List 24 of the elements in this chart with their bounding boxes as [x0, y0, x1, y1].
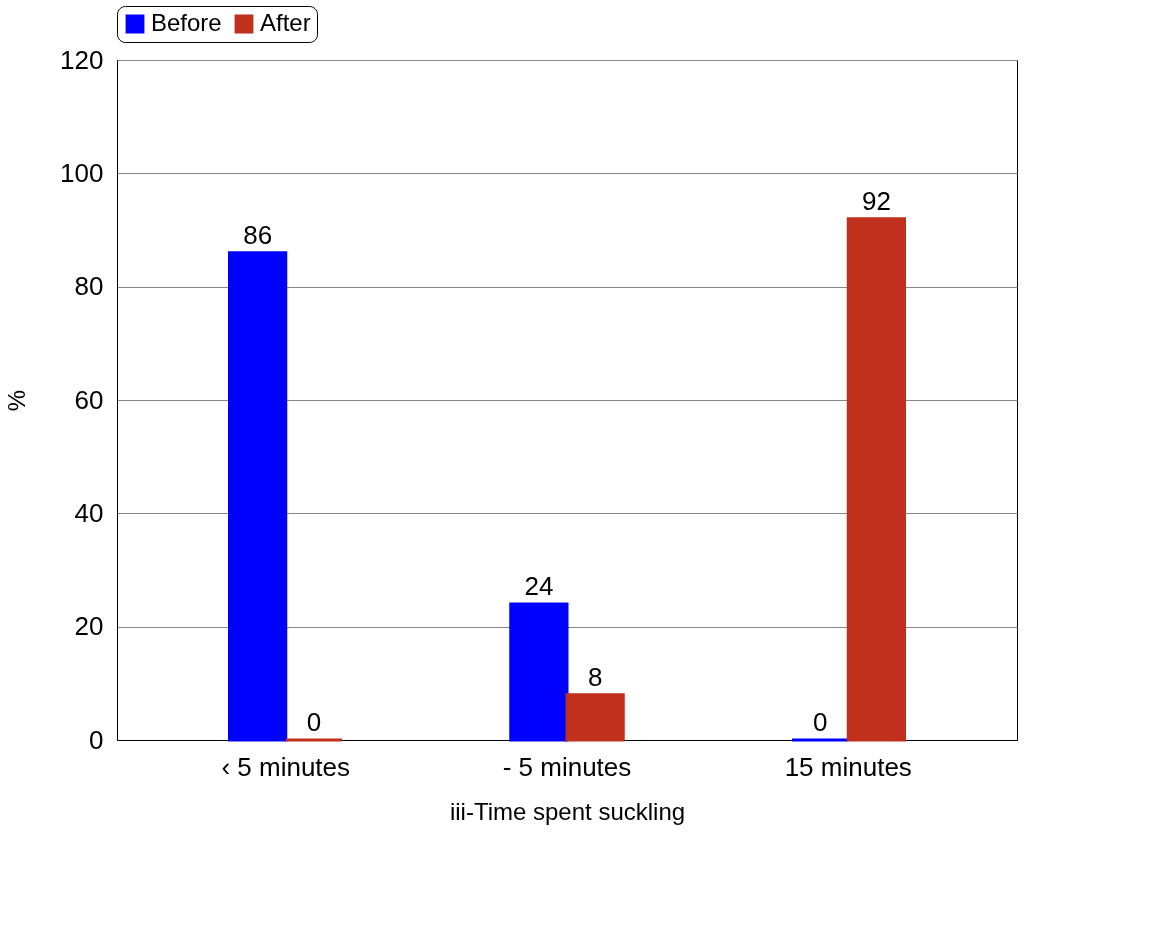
x-tick-label: 15 minutes: [784, 751, 912, 782]
y-tick-label: 100: [60, 157, 104, 188]
data-label: 86: [243, 219, 273, 250]
legend-label: Before: [151, 9, 222, 36]
y-tick-label: 120: [60, 44, 104, 75]
data-label: 92: [861, 185, 891, 216]
bar: [228, 251, 288, 742]
x-axis-title: iii-Time spent suckling: [449, 797, 686, 825]
data-label: 8: [587, 661, 603, 692]
y-tick-label: 0: [89, 724, 104, 755]
data-label: 24: [524, 571, 554, 601]
bar: [565, 693, 625, 742]
y-axis-title: %: [3, 389, 31, 412]
y-tick-label: 20: [74, 611, 104, 642]
x-tick-label: - 5 minutes: [502, 751, 632, 782]
y-tick-label: 40: [74, 497, 104, 528]
bar: [509, 602, 569, 742]
legend-label: After: [260, 9, 311, 36]
x-tick-label: ‹ 5 minutes: [221, 751, 351, 782]
data-label: 0: [812, 707, 828, 737]
bar: [846, 217, 906, 742]
y-tick-label: 80: [74, 271, 104, 302]
data-label: 0: [306, 707, 322, 737]
y-tick-label: 60: [74, 384, 104, 415]
